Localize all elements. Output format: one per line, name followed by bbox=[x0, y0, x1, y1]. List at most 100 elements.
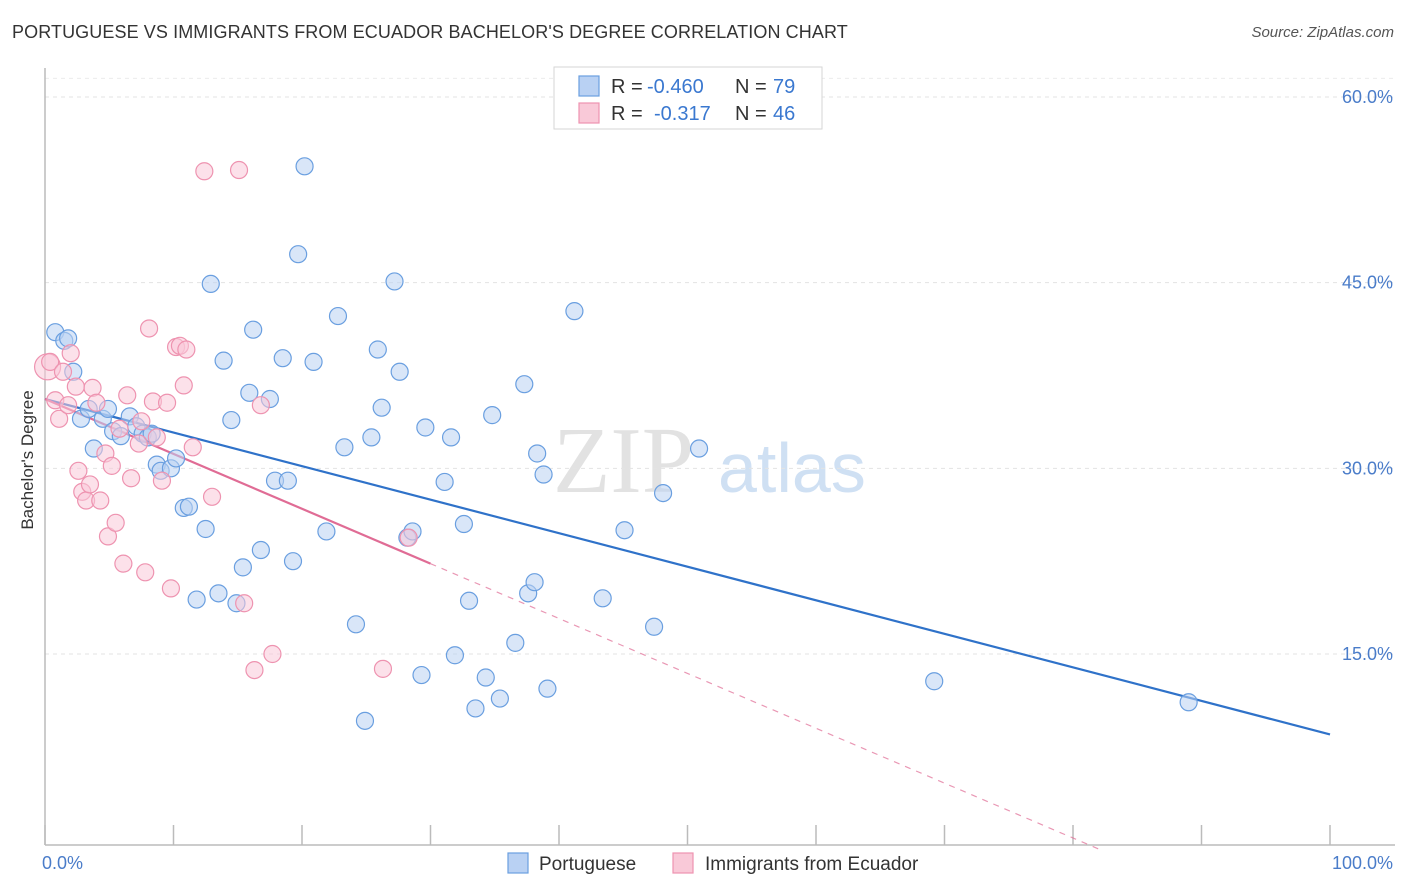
point-0-61 bbox=[476, 668, 495, 687]
point-1-24 bbox=[132, 412, 151, 431]
point-1-38 bbox=[202, 487, 222, 506]
axes bbox=[44, 68, 1395, 846]
point-0-50 bbox=[390, 362, 409, 381]
point-0-2 bbox=[59, 329, 78, 348]
point-1-39 bbox=[229, 160, 249, 180]
bottom-legend-swatch-ecuador bbox=[672, 852, 694, 874]
point-1-41 bbox=[245, 660, 264, 680]
watermark-zip: ZIP bbox=[553, 409, 694, 513]
point-0-53 bbox=[416, 418, 435, 437]
point-0-30 bbox=[240, 383, 259, 402]
point-0-60 bbox=[466, 699, 485, 718]
point-0-47 bbox=[368, 340, 387, 359]
point-0-74 bbox=[644, 617, 664, 636]
point-1-31 bbox=[161, 579, 181, 598]
point-0-54 bbox=[412, 665, 431, 685]
point-0-58 bbox=[454, 514, 474, 534]
point-1-21 bbox=[118, 386, 137, 405]
bottom-legend-label-portuguese: Portuguese bbox=[539, 854, 636, 875]
point-0-45 bbox=[355, 711, 375, 730]
point-1-36 bbox=[183, 438, 202, 457]
point-1-12 bbox=[83, 378, 102, 397]
x-tick-label-1: 100.0% bbox=[1332, 853, 1393, 873]
point-0-40 bbox=[304, 352, 323, 371]
point-0-35 bbox=[273, 349, 292, 368]
point-0-37 bbox=[283, 552, 303, 571]
point-1-30 bbox=[157, 393, 177, 412]
point-0-71 bbox=[565, 302, 584, 321]
trend-extension-1 bbox=[430, 563, 1099, 850]
point-0-48 bbox=[372, 398, 391, 417]
point-1-19 bbox=[110, 419, 129, 438]
point-0-76 bbox=[689, 439, 709, 458]
point-0-64 bbox=[506, 633, 525, 652]
point-1-45 bbox=[399, 528, 418, 547]
point-0-56 bbox=[441, 428, 461, 447]
point-1-6 bbox=[61, 344, 80, 363]
tick-labels: 15.0% 30.0% 45.0% 60.0% 0.0% 100.0% bbox=[42, 87, 1393, 873]
point-1-35 bbox=[177, 340, 196, 359]
point-1-37 bbox=[195, 162, 214, 181]
point-0-19 bbox=[166, 449, 186, 468]
point-0-59 bbox=[459, 591, 479, 610]
point-1-40 bbox=[235, 594, 254, 613]
point-0-22 bbox=[187, 590, 206, 609]
point-0-29 bbox=[233, 558, 252, 577]
bottom-legend-swatch-portuguese bbox=[507, 852, 529, 874]
point-0-39 bbox=[295, 157, 314, 176]
point-0-72 bbox=[593, 589, 612, 608]
point-1-8 bbox=[69, 461, 88, 480]
point-1-14 bbox=[91, 491, 110, 510]
y-tick-label-2: 45.0% bbox=[1342, 273, 1393, 293]
point-0-62 bbox=[483, 406, 502, 425]
point-0-44 bbox=[346, 615, 366, 634]
point-0-73 bbox=[615, 521, 634, 540]
point-1-26 bbox=[139, 319, 159, 338]
point-0-32 bbox=[251, 540, 270, 560]
point-0-38 bbox=[289, 245, 308, 264]
y-tick-label-3: 60.0% bbox=[1342, 87, 1393, 107]
legend-r-label-2: R = bbox=[611, 103, 643, 125]
chart-source: Source: ZipAtlas.com bbox=[1251, 24, 1394, 41]
y-tick-label-1: 30.0% bbox=[1342, 458, 1393, 478]
point-0-63 bbox=[490, 689, 509, 708]
point-1-44 bbox=[373, 659, 393, 678]
legend-n-value-1: 79 bbox=[773, 76, 795, 98]
point-0-27 bbox=[222, 410, 241, 430]
point-0-46 bbox=[362, 428, 381, 447]
point-0-67 bbox=[525, 573, 544, 592]
trend-line-0 bbox=[44, 397, 1331, 736]
point-1-17 bbox=[102, 456, 121, 475]
point-0-26 bbox=[214, 351, 233, 370]
point-0-43 bbox=[335, 438, 354, 457]
legend-r-value-2: -0.317 bbox=[654, 103, 711, 125]
point-0-25 bbox=[209, 584, 228, 603]
legend-swatch-portuguese bbox=[578, 75, 600, 97]
point-1-20 bbox=[114, 554, 133, 573]
point-1-13 bbox=[87, 393, 106, 412]
x-tick-label-0: 0.0% bbox=[42, 853, 83, 873]
point-0-49 bbox=[385, 272, 404, 291]
point-1-25 bbox=[136, 563, 155, 582]
series-legend: Portuguese Immigrants from Ecuador bbox=[507, 852, 919, 875]
point-1-28 bbox=[147, 428, 166, 447]
point-1-43 bbox=[263, 644, 282, 664]
point-1-42 bbox=[251, 396, 270, 415]
bottom-legend-label-ecuador: Immigrants from Ecuador bbox=[705, 854, 919, 875]
legend-n-label-1: N = bbox=[735, 76, 767, 98]
point-1-7 bbox=[66, 377, 85, 396]
stats-legend: R = -0.460 N = 79 R = -0.317 N = 46 bbox=[553, 66, 823, 130]
point-1-18 bbox=[106, 513, 125, 532]
point-1-3 bbox=[50, 409, 69, 428]
point-0-41 bbox=[317, 522, 336, 541]
point-0-70 bbox=[538, 679, 557, 698]
point-0-24 bbox=[201, 274, 220, 294]
point-1-34 bbox=[174, 376, 193, 395]
legend-r-value-1: -0.460 bbox=[647, 76, 704, 98]
point-1-16 bbox=[98, 527, 118, 546]
point-1-11 bbox=[80, 475, 100, 494]
data-points bbox=[33, 157, 1198, 730]
y-tick-label-0: 15.0% bbox=[1342, 644, 1393, 664]
point-0-31 bbox=[244, 320, 263, 339]
